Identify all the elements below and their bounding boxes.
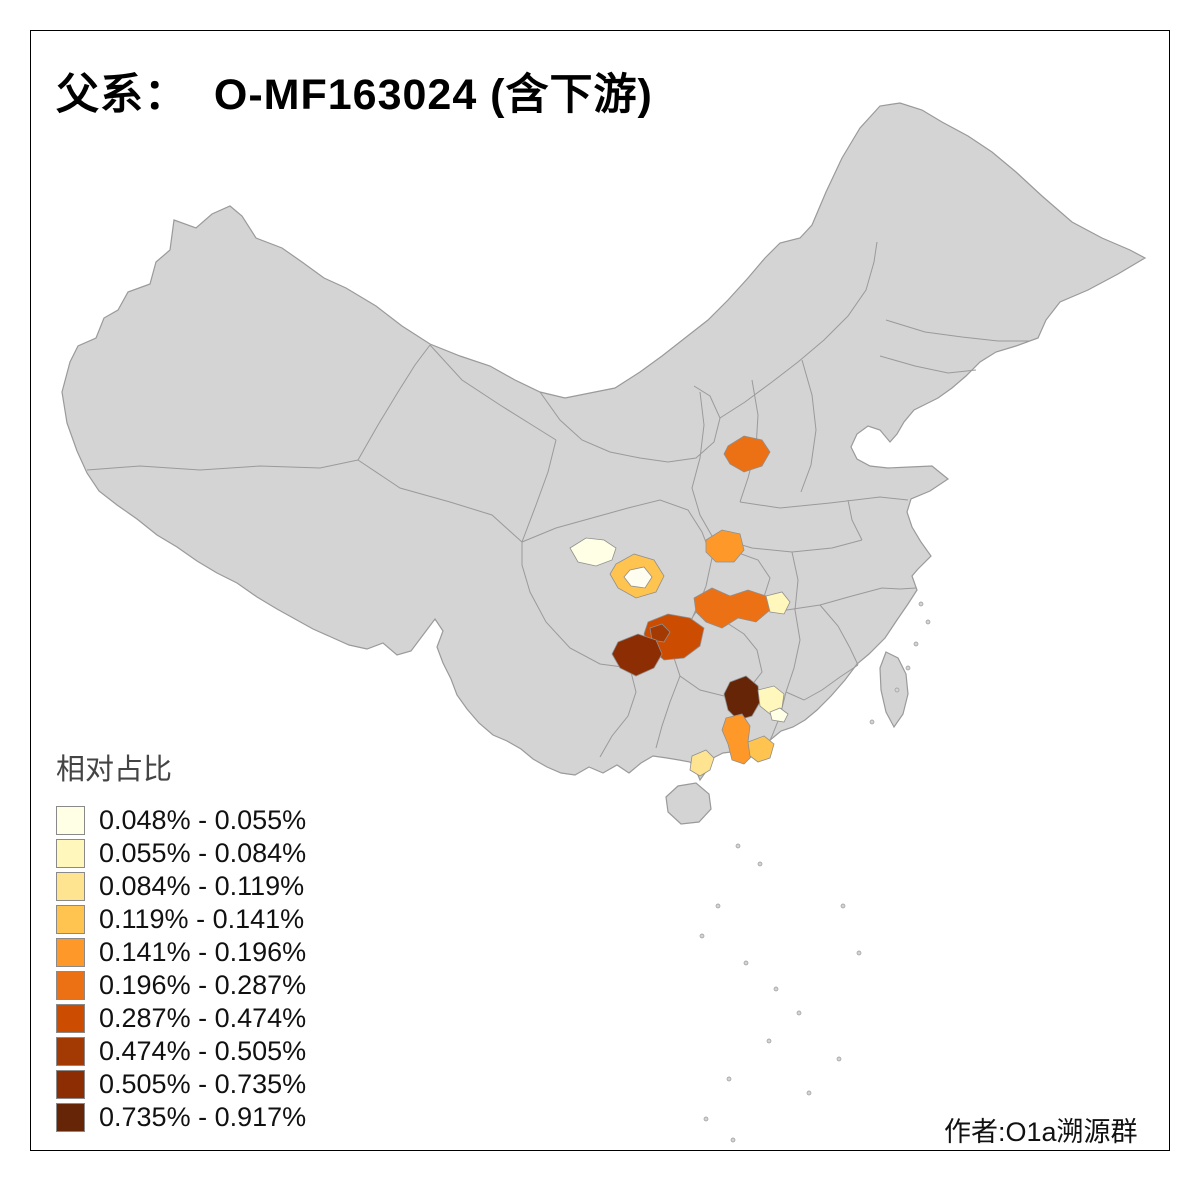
legend-label: 0.735% - 0.917% xyxy=(99,1102,307,1132)
map-region-patch xyxy=(721,713,753,765)
legend-label: 0.048% - 0.055% xyxy=(99,805,307,835)
legend-row: 0.048% - 0.055% xyxy=(56,804,306,837)
legend-row: 0.474% - 0.505% xyxy=(56,1035,306,1068)
highlighted-regions xyxy=(569,435,791,777)
map-region-patch xyxy=(747,735,775,763)
map-region-patch xyxy=(693,587,771,629)
map-region-patch xyxy=(689,749,715,777)
legend-swatch xyxy=(56,1103,85,1132)
map-region-patch xyxy=(705,529,745,563)
legend-row: 0.141% - 0.196% xyxy=(56,936,306,969)
legend-swatch xyxy=(56,1037,85,1066)
legend-swatch xyxy=(56,872,85,901)
legend-row: 0.287% - 0.474% xyxy=(56,1002,306,1035)
map-region-patch xyxy=(623,566,653,589)
page-title: 父系： O-MF163024 (含下游) xyxy=(56,71,653,119)
legend-label: 0.287% - 0.474% xyxy=(99,1003,307,1033)
legend-row: 0.055% - 0.084% xyxy=(56,837,306,870)
legend-title: 相对占比 xyxy=(56,754,173,786)
legend-label: 0.505% - 0.735% xyxy=(99,1069,307,1099)
map-region-patch xyxy=(765,591,791,615)
map-region-patch xyxy=(723,675,761,721)
legend-swatch xyxy=(56,839,85,868)
south-china-sea-islets xyxy=(699,601,931,1143)
legend-row: 0.735% - 0.917% xyxy=(56,1101,306,1134)
legend-label: 0.055% - 0.084% xyxy=(99,838,307,868)
map-region-patch xyxy=(569,537,617,567)
mainland-china-shape xyxy=(61,102,1147,782)
legend-row: 0.084% - 0.119% xyxy=(56,870,306,903)
author-credit: 作者:O1a溯源群 xyxy=(944,1117,1138,1147)
map-region-patch xyxy=(611,633,663,677)
province-borders xyxy=(86,241,1030,758)
legend-label: 0.119% - 0.141% xyxy=(99,904,305,934)
map-region-patch xyxy=(757,685,785,715)
taiwan-shape xyxy=(879,651,909,729)
legend-row: 0.119% - 0.141% xyxy=(56,903,306,936)
hainan-shape xyxy=(665,782,712,825)
legend: 相对占比 0.048% - 0.055% 0.055% - 0.084% 0.0… xyxy=(56,746,306,1134)
legend-swatch xyxy=(56,1070,85,1099)
land-group xyxy=(61,102,1147,1143)
legend-label: 0.196% - 0.287% xyxy=(99,970,307,1000)
legend-row: 0.505% - 0.735% xyxy=(56,1068,306,1101)
legend-label: 0.141% - 0.196% xyxy=(99,937,307,967)
legend-swatch xyxy=(56,938,85,967)
legend-swatch xyxy=(56,1004,85,1033)
legend-swatch xyxy=(56,905,85,934)
map-region-patch xyxy=(723,435,771,473)
legend-swatch xyxy=(56,971,85,1000)
legend-label: 0.474% - 0.505% xyxy=(99,1036,307,1066)
map-region-patch xyxy=(649,623,671,643)
legend-label: 0.084% - 0.119% xyxy=(99,871,305,901)
legend-row: 0.196% - 0.287% xyxy=(56,969,306,1002)
map-region-patch xyxy=(769,707,789,723)
legend-swatch xyxy=(56,806,85,835)
